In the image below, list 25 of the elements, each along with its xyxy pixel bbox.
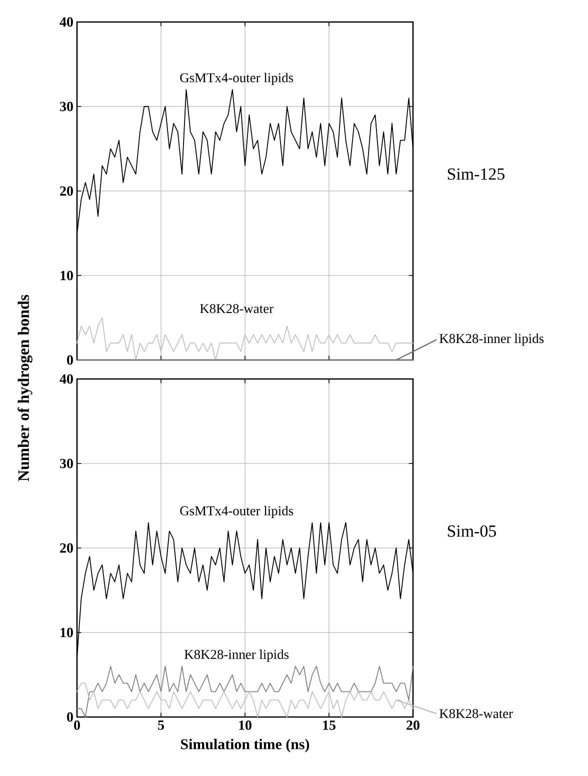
x-axis-title: Simulation time (ns) [181, 738, 310, 752]
x-tick-label: 20 [406, 720, 420, 730]
series-label: GsMTx4-outer lipids [180, 72, 294, 86]
y-tick-label: 40 [60, 17, 73, 27]
text: Sim-05 [448, 525, 496, 537]
x-tick-label: 0 [74, 720, 80, 730]
y-tick-label: 20 [60, 186, 73, 196]
series-label: GsMTx4-outer lipids [180, 506, 294, 518]
y-axis-title: Number of hydrogen bonds [18, 294, 32, 482]
series-label: K8K28-water [200, 304, 274, 314]
text: K8K28-inner lipids [440, 334, 544, 346]
x-tick-label: 10 [239, 720, 252, 730]
y-tick-label: 10 [60, 270, 73, 280]
x-tick-label: 5 [158, 720, 164, 730]
y-tick-label: 0 [67, 355, 73, 365]
y-tick-label: 30 [60, 102, 73, 112]
y-tick-label: 0 [67, 712, 73, 722]
y-tick-label: 30 [60, 458, 73, 468]
y-tick-label: 10 [60, 628, 73, 638]
y-tick-label: 20 [60, 543, 73, 553]
series-label: K8K28-inner lipids [184, 650, 289, 662]
y-tick-label: 40 [60, 374, 73, 384]
legend-label: K8K28-water [440, 709, 513, 718]
x-tick-label: 15 [323, 720, 336, 730]
text: Sim-125 [448, 168, 504, 180]
